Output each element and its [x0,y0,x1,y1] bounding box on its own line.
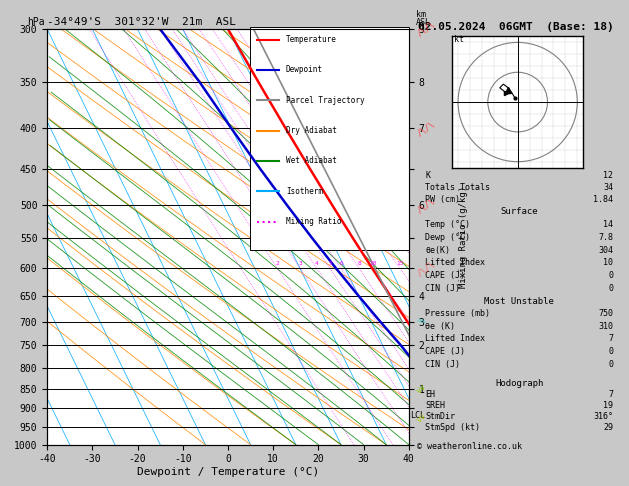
Text: hPa: hPa [27,17,45,27]
Text: Wet Adiabat: Wet Adiabat [286,156,337,165]
Text: CAPE (J): CAPE (J) [425,347,465,356]
Text: Surface: Surface [501,207,538,216]
FancyBboxPatch shape [250,27,409,250]
Text: 10: 10 [369,261,377,266]
Text: 14: 14 [603,220,613,229]
Text: 0: 0 [608,360,613,368]
Text: PW (cm): PW (cm) [425,195,460,204]
Text: SREH: SREH [425,401,445,410]
Text: Totals Totals: Totals Totals [425,183,490,192]
Text: 3: 3 [298,261,302,266]
Text: CAPE (J): CAPE (J) [425,271,465,280]
Text: Dry Adiabat: Dry Adiabat [286,126,337,135]
Text: 0: 0 [608,271,613,280]
Text: 750: 750 [598,309,613,318]
Text: 0: 0 [608,284,613,293]
Text: Dewp (°C): Dewp (°C) [425,233,470,242]
Text: 304: 304 [598,245,613,255]
Text: 12: 12 [603,172,613,180]
Text: 02.05.2024  06GMT  (Base: 18): 02.05.2024 06GMT (Base: 18) [418,22,614,32]
Text: kt: kt [454,35,464,44]
Text: CIN (J): CIN (J) [425,360,460,368]
Text: 316°: 316° [593,412,613,421]
Text: 15: 15 [396,261,404,266]
Text: Dewpoint: Dewpoint [286,66,323,74]
Text: Lifted Index: Lifted Index [425,259,485,267]
Text: © weatheronline.co.uk: © weatheronline.co.uk [417,442,522,451]
Text: km
ASL: km ASL [416,10,431,27]
Text: 1.84: 1.84 [593,195,613,204]
Text: 10: 10 [603,259,613,267]
Text: Temperature: Temperature [286,35,337,44]
Text: 5: 5 [328,261,332,266]
Text: 8: 8 [357,261,361,266]
Text: /\/\: /\/\ [415,259,437,278]
Text: 310: 310 [598,322,613,331]
Text: Mixing Ratio: Mixing Ratio [282,217,338,226]
Text: LCL: LCL [410,412,425,420]
Text: StmDir: StmDir [425,412,455,421]
Text: 7: 7 [608,334,613,344]
Text: Parcel Trajectory: Parcel Trajectory [282,96,361,104]
Text: 29: 29 [603,423,613,433]
Text: Temperature: Temperature [282,35,333,44]
Text: >>: >> [415,315,428,328]
Text: /\/\: /\/\ [415,20,437,38]
Text: Isotherm: Isotherm [286,187,323,196]
Text: 7: 7 [608,390,613,399]
Text: StmSpd (kt): StmSpd (kt) [425,423,480,433]
Text: Dewpoint: Dewpoint [282,66,320,74]
Text: /\/\: /\/\ [415,196,437,215]
Text: 2: 2 [276,261,279,266]
Text: Wet Adiabat: Wet Adiabat [282,156,333,165]
Text: θe (K): θe (K) [425,322,455,331]
Text: Mixing Ratio (g/kg): Mixing Ratio (g/kg) [459,186,467,288]
Text: Dry Adiabat: Dry Adiabat [282,126,333,135]
Text: CIN (J): CIN (J) [425,284,460,293]
Text: 6: 6 [339,261,343,266]
X-axis label: Dewpoint / Temperature (°C): Dewpoint / Temperature (°C) [137,467,319,477]
Text: vv: vv [415,411,428,424]
Text: Most Unstable: Most Unstable [484,297,554,306]
Text: K: K [425,172,430,180]
Text: Temp (°C): Temp (°C) [425,220,470,229]
Text: Pressure (mb): Pressure (mb) [425,309,490,318]
Text: Isotherm: Isotherm [282,187,320,196]
Text: /\/\: /\/\ [415,119,437,138]
Text: 7.8: 7.8 [598,233,613,242]
Text: Mixing Ratio: Mixing Ratio [286,217,342,226]
Text: EH: EH [425,390,435,399]
Text: 4: 4 [315,261,319,266]
Text: Parcel Trajectory: Parcel Trajectory [286,96,364,104]
Text: θe(K): θe(K) [425,245,450,255]
Text: Hodograph: Hodograph [495,379,543,388]
Text: -34°49'S  301°32'W  21m  ASL: -34°49'S 301°32'W 21m ASL [47,17,236,27]
Text: vv: vv [415,382,428,395]
Text: 34: 34 [603,183,613,192]
Text: 19: 19 [603,401,613,410]
Text: 0: 0 [608,347,613,356]
Text: Lifted Index: Lifted Index [425,334,485,344]
